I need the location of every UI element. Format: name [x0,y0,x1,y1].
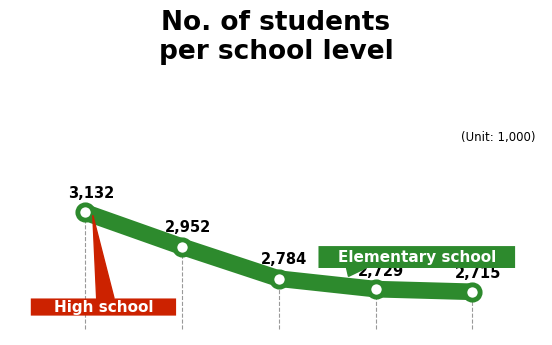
Text: 2,729: 2,729 [358,264,404,279]
Text: High school: High school [54,299,153,315]
Text: 3,132: 3,132 [67,186,114,201]
Text: 2,784: 2,784 [261,252,307,267]
Polygon shape [347,268,366,276]
Polygon shape [93,215,114,298]
FancyBboxPatch shape [31,298,176,316]
Text: 2,715: 2,715 [455,266,501,281]
Text: Elementary school: Elementary school [338,249,496,265]
FancyBboxPatch shape [319,246,515,268]
Text: No. of students
per school level: No. of students per school level [158,10,394,65]
Text: 2,952: 2,952 [164,220,211,235]
Text: (Unit: 1,000): (Unit: 1,000) [461,131,535,144]
